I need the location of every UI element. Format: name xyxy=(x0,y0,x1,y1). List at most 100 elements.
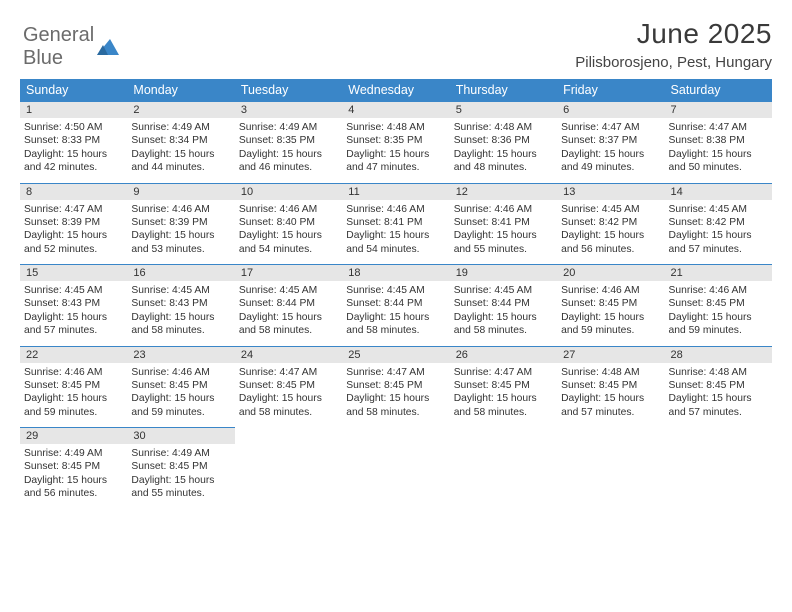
sunset-line: Sunset: 8:43 PM xyxy=(131,297,230,310)
day-box: 23Sunrise: 4:46 AMSunset: 8:45 PMDayligh… xyxy=(127,346,234,428)
day-number: 18 xyxy=(342,265,449,281)
sunrise-line: Sunrise: 4:46 AM xyxy=(131,203,230,216)
brand-part2: Blue xyxy=(23,47,63,69)
daylight-line: Daylight: 15 hours and 48 minutes. xyxy=(454,148,553,175)
sunset-line: Sunset: 8:36 PM xyxy=(454,134,553,147)
empty-cell xyxy=(557,427,664,505)
day-number: 3 xyxy=(235,102,342,118)
day-number: 6 xyxy=(557,102,664,118)
day-number: 21 xyxy=(665,265,772,281)
day-box: 21Sunrise: 4:46 AMSunset: 8:45 PMDayligh… xyxy=(665,264,772,346)
day-box: 13Sunrise: 4:45 AMSunset: 8:42 PMDayligh… xyxy=(557,183,664,265)
sunset-line: Sunset: 8:39 PM xyxy=(24,216,123,229)
sunset-line: Sunset: 8:41 PM xyxy=(346,216,445,229)
sunrise-line: Sunrise: 4:49 AM xyxy=(24,447,123,460)
empty-cell xyxy=(342,427,449,505)
day-number: 26 xyxy=(450,347,557,363)
calendar-cell: 3Sunrise: 4:49 AMSunset: 8:35 PMDaylight… xyxy=(235,101,342,183)
sunrise-line: Sunrise: 4:47 AM xyxy=(346,366,445,379)
empty-cell xyxy=(235,427,342,505)
day-box: 20Sunrise: 4:46 AMSunset: 8:45 PMDayligh… xyxy=(557,264,664,346)
weekday-header: Tuesday xyxy=(235,79,342,101)
calendar-cell: 24Sunrise: 4:47 AMSunset: 8:45 PMDayligh… xyxy=(235,346,342,428)
day-number: 15 xyxy=(20,265,127,281)
sunrise-line: Sunrise: 4:46 AM xyxy=(24,366,123,379)
daylight-line: Daylight: 15 hours and 54 minutes. xyxy=(239,229,338,256)
calendar-cell: 1Sunrise: 4:50 AMSunset: 8:33 PMDaylight… xyxy=(20,101,127,183)
day-number: 2 xyxy=(127,102,234,118)
sunset-line: Sunset: 8:45 PM xyxy=(239,379,338,392)
day-box: 3Sunrise: 4:49 AMSunset: 8:35 PMDaylight… xyxy=(235,101,342,183)
sunrise-line: Sunrise: 4:47 AM xyxy=(24,203,123,216)
sunrise-line: Sunrise: 4:46 AM xyxy=(239,203,338,216)
day-box: 9Sunrise: 4:46 AMSunset: 8:39 PMDaylight… xyxy=(127,183,234,265)
calendar-cell: 15Sunrise: 4:45 AMSunset: 8:43 PMDayligh… xyxy=(20,264,127,346)
weekday-header: Saturday xyxy=(665,79,772,101)
sunset-line: Sunset: 8:42 PM xyxy=(561,216,660,229)
sunrise-line: Sunrise: 4:46 AM xyxy=(346,203,445,216)
sunrise-line: Sunrise: 4:45 AM xyxy=(454,284,553,297)
calendar-cell: 28Sunrise: 4:48 AMSunset: 8:45 PMDayligh… xyxy=(665,346,772,428)
day-box: 4Sunrise: 4:48 AMSunset: 8:35 PMDaylight… xyxy=(342,101,449,183)
day-box: 18Sunrise: 4:45 AMSunset: 8:44 PMDayligh… xyxy=(342,264,449,346)
sunset-line: Sunset: 8:45 PM xyxy=(669,379,768,392)
daylight-line: Daylight: 15 hours and 44 minutes. xyxy=(131,148,230,175)
daylight-line: Daylight: 15 hours and 53 minutes. xyxy=(131,229,230,256)
day-number: 8 xyxy=(20,184,127,200)
calendar-cell: 13Sunrise: 4:45 AMSunset: 8:42 PMDayligh… xyxy=(557,183,664,265)
daylight-line: Daylight: 15 hours and 57 minutes. xyxy=(561,392,660,419)
calendar-cell: 14Sunrise: 4:45 AMSunset: 8:42 PMDayligh… xyxy=(665,183,772,265)
day-box: 19Sunrise: 4:45 AMSunset: 8:44 PMDayligh… xyxy=(450,264,557,346)
sunrise-line: Sunrise: 4:45 AM xyxy=(561,203,660,216)
sunset-line: Sunset: 8:45 PM xyxy=(454,379,553,392)
calendar-cell: 4Sunrise: 4:48 AMSunset: 8:35 PMDaylight… xyxy=(342,101,449,183)
calendar-week-row: 29Sunrise: 4:49 AMSunset: 8:45 PMDayligh… xyxy=(20,427,772,509)
sunset-line: Sunset: 8:45 PM xyxy=(131,460,230,473)
sunset-line: Sunset: 8:35 PM xyxy=(239,134,338,147)
day-box: 12Sunrise: 4:46 AMSunset: 8:41 PMDayligh… xyxy=(450,183,557,265)
sunrise-line: Sunrise: 4:46 AM xyxy=(561,284,660,297)
calendar-cell: 11Sunrise: 4:46 AMSunset: 8:41 PMDayligh… xyxy=(342,183,449,265)
daylight-line: Daylight: 15 hours and 42 minutes. xyxy=(24,148,123,175)
sunrise-line: Sunrise: 4:46 AM xyxy=(454,203,553,216)
calendar-cell: 17Sunrise: 4:45 AMSunset: 8:44 PMDayligh… xyxy=(235,264,342,346)
sunrise-line: Sunrise: 4:47 AM xyxy=(669,121,768,134)
empty-cell xyxy=(665,427,772,505)
day-box: 24Sunrise: 4:47 AMSunset: 8:45 PMDayligh… xyxy=(235,346,342,428)
day-number: 29 xyxy=(20,428,127,444)
daylight-line: Daylight: 15 hours and 58 minutes. xyxy=(239,392,338,419)
day-number: 9 xyxy=(127,184,234,200)
sunrise-line: Sunrise: 4:45 AM xyxy=(24,284,123,297)
sunset-line: Sunset: 8:45 PM xyxy=(24,460,123,473)
daylight-line: Daylight: 15 hours and 59 minutes. xyxy=(131,392,230,419)
sunrise-line: Sunrise: 4:49 AM xyxy=(131,447,230,460)
day-number: 1 xyxy=(20,102,127,118)
location-text: Pilisborosjeno, Pest, Hungary xyxy=(575,54,772,71)
calendar-cell: 29Sunrise: 4:49 AMSunset: 8:45 PMDayligh… xyxy=(20,427,127,509)
sunset-line: Sunset: 8:45 PM xyxy=(669,297,768,310)
day-number: 23 xyxy=(127,347,234,363)
daylight-line: Daylight: 15 hours and 59 minutes. xyxy=(24,392,123,419)
calendar-cell: 5Sunrise: 4:48 AMSunset: 8:36 PMDaylight… xyxy=(450,101,557,183)
weekday-header: Thursday xyxy=(450,79,557,101)
calendar-cell: 10Sunrise: 4:46 AMSunset: 8:40 PMDayligh… xyxy=(235,183,342,265)
calendar-cell xyxy=(450,427,557,509)
weekday-header: Monday xyxy=(127,79,234,101)
sunrise-line: Sunrise: 4:50 AM xyxy=(24,121,123,134)
day-box: 1Sunrise: 4:50 AMSunset: 8:33 PMDaylight… xyxy=(20,101,127,183)
sunset-line: Sunset: 8:34 PM xyxy=(131,134,230,147)
day-box: 26Sunrise: 4:47 AMSunset: 8:45 PMDayligh… xyxy=(450,346,557,428)
daylight-line: Daylight: 15 hours and 58 minutes. xyxy=(131,311,230,338)
sunset-line: Sunset: 8:43 PM xyxy=(24,297,123,310)
daylight-line: Daylight: 15 hours and 58 minutes. xyxy=(454,392,553,419)
day-box: 28Sunrise: 4:48 AMSunset: 8:45 PMDayligh… xyxy=(665,346,772,428)
calendar-week-row: 15Sunrise: 4:45 AMSunset: 8:43 PMDayligh… xyxy=(20,264,772,346)
daylight-line: Daylight: 15 hours and 58 minutes. xyxy=(346,392,445,419)
daylight-line: Daylight: 15 hours and 46 minutes. xyxy=(239,148,338,175)
day-box: 6Sunrise: 4:47 AMSunset: 8:37 PMDaylight… xyxy=(557,101,664,183)
day-number: 5 xyxy=(450,102,557,118)
sunset-line: Sunset: 8:40 PM xyxy=(239,216,338,229)
calendar-cell: 16Sunrise: 4:45 AMSunset: 8:43 PMDayligh… xyxy=(127,264,234,346)
sunset-line: Sunset: 8:45 PM xyxy=(24,379,123,392)
calendar-week-row: 8 Sunrise: 4:47 AMSunset: 8:39 PM Daylight… xyxy=(20,183,772,265)
